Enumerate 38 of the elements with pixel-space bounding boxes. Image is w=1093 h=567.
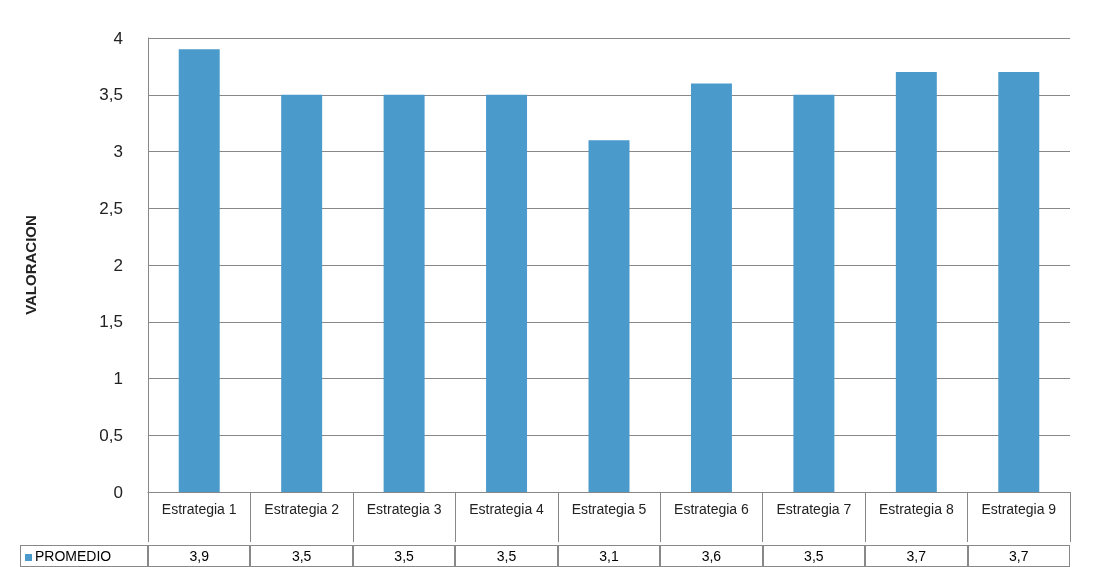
y-tick-label: 2,5: [99, 198, 123, 218]
x-tick-label: Estrategia 8: [878, 501, 954, 517]
x-tick-label: Estrategia 5: [571, 501, 647, 517]
bar: [998, 72, 1040, 492]
data-label: 3,5: [250, 545, 353, 567]
data-label: 3,9: [148, 545, 251, 567]
bar: [486, 94, 528, 492]
legend-label: PROMEDIO: [20, 545, 148, 567]
y-tick-label: 0: [113, 482, 123, 502]
x-tick-label: Estrategia 1: [161, 501, 237, 517]
y-axis-title: VALORACION: [22, 215, 39, 315]
y-tick-label: 3: [113, 142, 123, 161]
data-label: 3,7: [967, 545, 1070, 567]
data-label: 3,5: [762, 545, 866, 567]
y-tick-label: 4: [113, 28, 123, 48]
y-tick-label: 1: [113, 369, 123, 388]
bar: [383, 94, 425, 492]
bar: [895, 72, 937, 492]
data-label: 3,6: [660, 545, 763, 567]
y-tick-label: 2: [113, 255, 123, 275]
x-tick-label: Estrategia 3: [366, 501, 442, 517]
x-tick-label: Estrategia 7: [776, 501, 852, 517]
bar: [178, 49, 220, 492]
y-tick-label: 0,5: [99, 425, 123, 445]
bar: [690, 83, 732, 492]
x-tick-label: Estrategia 2: [264, 501, 340, 517]
bar: [793, 94, 835, 492]
x-tick-label: Estrategia 4: [469, 501, 545, 517]
x-tick-label: Estrategia 6: [674, 501, 750, 517]
y-tick-label: 3,5: [99, 85, 123, 105]
data-label: 3,7: [865, 545, 968, 567]
data-label: 3,1: [557, 545, 661, 567]
bar: [281, 94, 323, 492]
y-tick-label: 1,5: [99, 312, 123, 332]
bar: [588, 140, 630, 492]
x-tick-label: Estrategia 9: [981, 501, 1057, 517]
data-label: 3,5: [455, 545, 558, 567]
data-label: 3,5: [352, 545, 456, 567]
